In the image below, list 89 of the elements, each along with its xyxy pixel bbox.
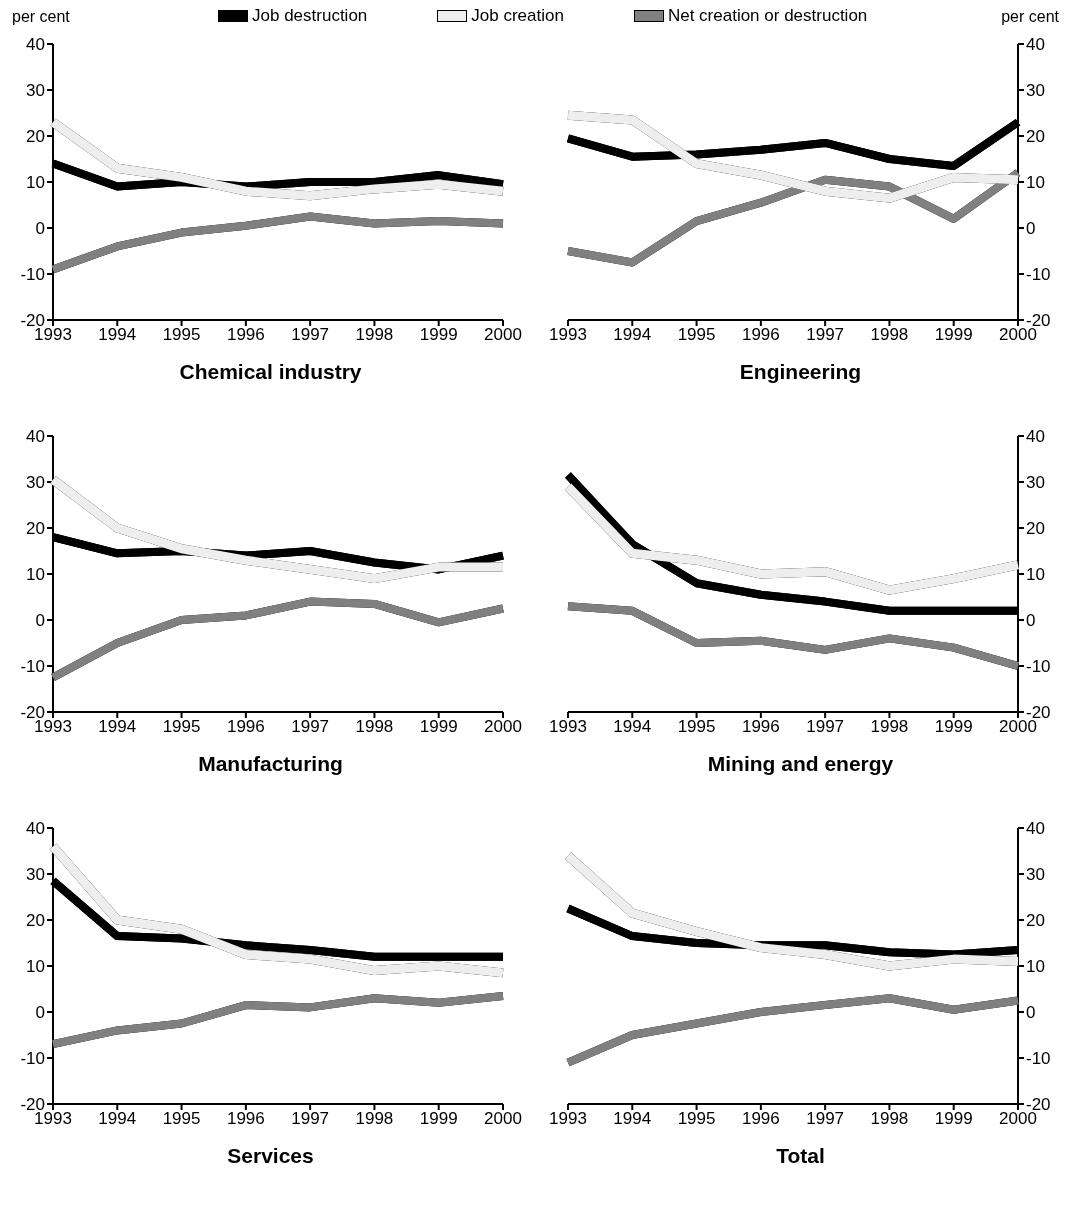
y-tick-label: 10 [26,173,45,193]
y2-tick-label: 40 [1026,35,1045,55]
y-tick-label: 40 [26,35,45,55]
x-tick-label: 1999 [419,1109,458,1129]
x-tick-label: 1994 [613,1109,652,1129]
x-tick-label: 1997 [806,717,845,737]
x-tick-label: 1995 [677,325,716,345]
x-tick-label: 1993 [549,717,587,737]
x-tick-label: 1994 [98,1109,137,1129]
y-tick-label: 20 [26,911,45,931]
x-tick-label: 1994 [613,325,652,345]
x-tick-label: 1997 [291,1109,330,1129]
x-tick-label: 1994 [613,717,652,737]
y-tick-label: 30 [26,865,45,885]
y2-tick-label: -10 [1026,657,1051,677]
x-tick-label: 1999 [934,1109,973,1129]
y2-tick-label: 10 [1026,565,1045,585]
x-tick-label: 1996 [226,717,265,737]
x-tick-label: 1997 [806,1109,845,1129]
x-tick-label: 1994 [98,717,137,737]
x-tick-label: 1996 [226,325,265,345]
y2-tick-label: 40 [1026,819,1045,839]
text: Chemical industry [178,360,363,384]
text: Services [226,1144,315,1168]
text: Engineering [738,360,863,384]
x-tick-label: 1998 [355,1109,394,1129]
y2-axis-title: per cent [1001,8,1059,26]
y2-tick-label: 0 [1026,219,1036,239]
y2-tick-label: 40 [1026,427,1045,447]
x-tick-label: 1993 [549,325,587,345]
y-tick-label: 0 [35,611,45,631]
y2-tick-label: 30 [1026,81,1045,101]
x-tick-label: 1997 [291,325,330,345]
x-tick-label: 1998 [870,325,909,345]
x-tick-label: 2000 [484,1109,522,1129]
text: Total [775,1144,826,1168]
y2-tick-label: 0 [1026,1003,1036,1023]
y-tick-label: 0 [35,219,45,239]
y-tick-label: 30 [26,473,45,493]
legend-label: Job destruction [251,6,368,26]
y-tick-label: 20 [26,519,45,539]
x-tick-label: 1995 [162,325,201,345]
x-tick-label: 2000 [484,717,522,737]
x-tick-label: 1997 [806,325,845,345]
y2-tick-label: 30 [1026,473,1045,493]
legend-label: Job creation [470,6,564,26]
y-tick-label: -10 [20,657,45,677]
x-tick-label: 1999 [934,717,973,737]
y-tick-label: 10 [26,565,45,585]
y-tick-label: 0 [35,1003,45,1023]
x-tick-label: 1995 [162,717,201,737]
y2-tick-label: 10 [1026,173,1045,193]
y2-tick-label: 20 [1026,127,1045,147]
x-tick-label: 1996 [226,1109,265,1129]
x-tick-label: 1995 [677,1109,716,1129]
y2-tick-label: 30 [1026,865,1045,885]
y2-tick-label: -10 [1026,265,1051,285]
x-tick-label: 1996 [741,1109,780,1129]
y-tick-label: 40 [26,819,45,839]
y2-tick-label: 0 [1026,611,1036,631]
y2-tick-label: 20 [1026,911,1045,931]
y-tick-label: -10 [20,265,45,285]
y2-tick-label: 10 [1026,957,1045,977]
x-tick-label: 1997 [291,717,330,737]
y-tick-label: 30 [26,81,45,101]
x-tick-label: 2000 [484,325,522,345]
x-tick-label: 1998 [355,717,394,737]
x-tick-label: 1995 [162,1109,201,1129]
y-tick-label: -10 [20,1049,45,1069]
x-tick-label: 1998 [870,1109,909,1129]
x-tick-label: 1996 [741,717,780,737]
x-tick-label: 1996 [741,325,780,345]
legend-label: Net creation or destruction [666,6,868,26]
y-axis-title: per cent [12,8,70,26]
text: Manufacturing [197,752,344,776]
y-tick-label: 40 [26,427,45,447]
y-tick-label: 20 [26,127,45,147]
y2-tick-label: 20 [1026,519,1045,539]
x-tick-label: 1993 [549,1109,587,1129]
text: Mining and energy [706,752,895,776]
x-tick-label: 1994 [98,325,137,345]
x-tick-label: 1995 [677,717,716,737]
x-tick-label: 1998 [355,325,394,345]
x-tick-label: 1999 [419,717,458,737]
x-tick-label: 1999 [419,325,458,345]
x-tick-label: 1999 [934,325,973,345]
x-tick-label: 1998 [870,717,909,737]
y-tick-label: 10 [26,957,45,977]
y2-tick-label: -10 [1026,1049,1051,1069]
